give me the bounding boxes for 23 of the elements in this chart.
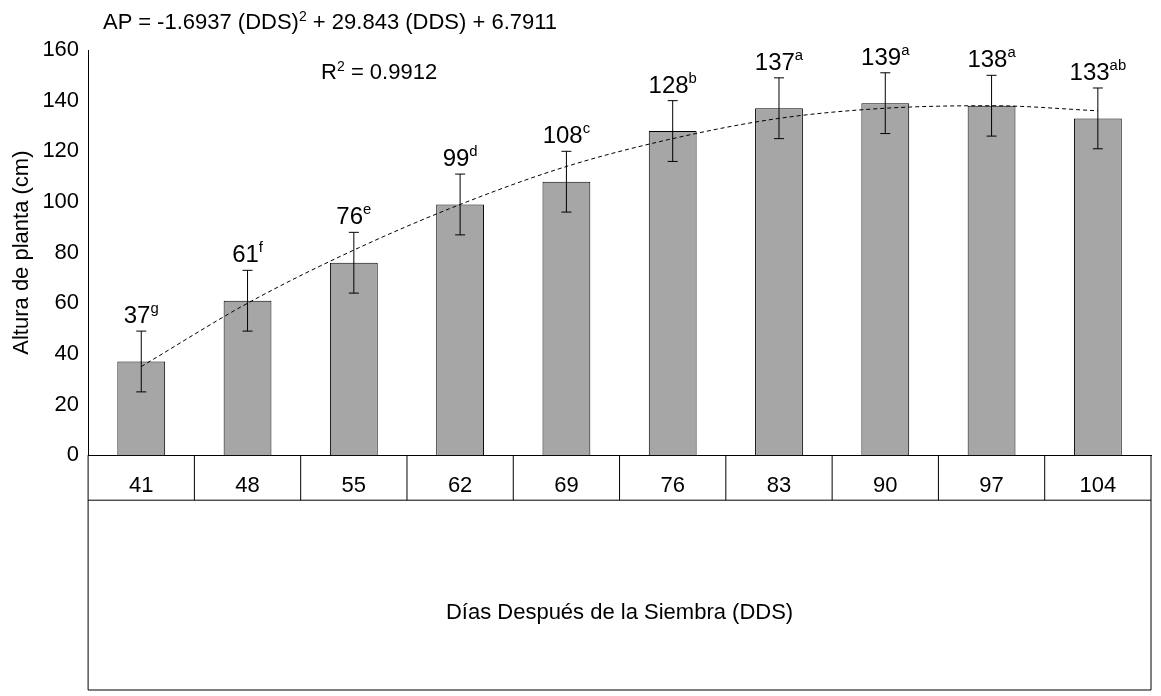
x-tick-label: 97: [979, 472, 1004, 498]
y-tick-label: 20: [54, 390, 80, 416]
y-tick-label: 80: [54, 238, 80, 264]
x-tick-label: 69: [554, 472, 579, 498]
x-tick-label: 41: [129, 472, 154, 498]
y-tick-label: 0: [66, 441, 80, 467]
y-tick-label: 100: [42, 188, 80, 214]
x-tick-label: 83: [766, 472, 792, 498]
y-tick-label: 60: [54, 289, 80, 315]
x-tick-label: 48: [235, 472, 260, 498]
x-tick-label: 55: [341, 472, 367, 498]
x-tick-label: 90: [873, 472, 898, 498]
y-tick-label: 120: [42, 137, 80, 163]
x-tick-label: 76: [660, 472, 685, 498]
annotation: R$^{2}$ = 0.9912: [321, 58, 438, 86]
x-tick-label: 104: [1079, 472, 1117, 498]
y-tick-label: 40: [54, 339, 80, 365]
y-tick-label: 160: [42, 36, 80, 62]
x-tick-label: 62: [447, 472, 473, 498]
text: AP = -1.6937 (DDS)$^{2}$ + 29.843 (DDS) + 6.7911: [103, 8, 558, 36]
y-axis-title: Altura de planta (cm): [8, 150, 34, 355]
x-axis-title: Días Después de la Siembra (DDS): [445, 598, 794, 624]
y-tick-label: 140: [42, 86, 80, 112]
